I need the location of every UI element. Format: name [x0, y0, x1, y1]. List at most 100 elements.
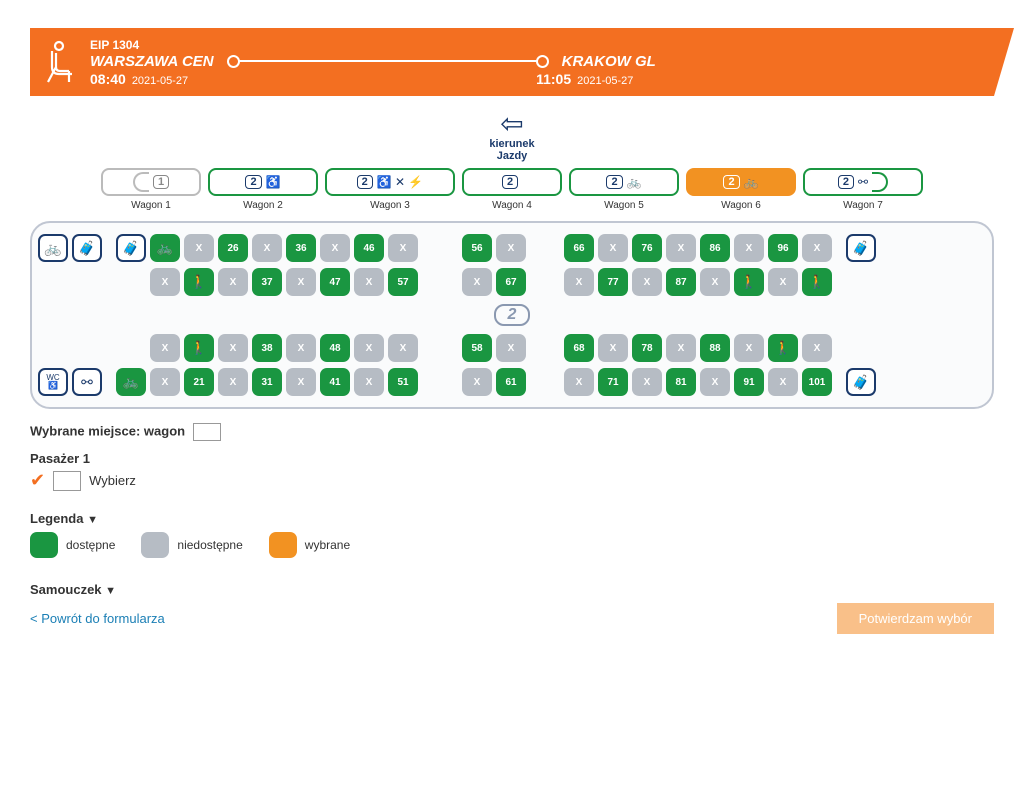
wagon-label: Wagon 5	[569, 200, 679, 211]
seat-taken: X	[320, 234, 350, 262]
route-line	[228, 60, 548, 62]
seat-taken: X	[768, 268, 798, 296]
seat-48[interactable]: 48	[320, 334, 350, 362]
wagon-tab-2[interactable]: 2♿	[208, 168, 318, 196]
coach-layout: 🚲🧳🧳🚲X26X36X46X56X66X76X86X96X🧳 X🚶X37X47X…	[30, 221, 994, 409]
feature-capsule: 🧳	[116, 234, 146, 262]
feature-capsule: WC♿	[38, 368, 68, 396]
confirm-button[interactable]: Potwierdzam wybór	[837, 603, 994, 634]
wagon-tab-5[interactable]: 2🚲	[569, 168, 679, 196]
seat-21[interactable]: 21	[184, 368, 214, 396]
seat-47[interactable]: 47	[320, 268, 350, 296]
seat-special[interactable]: 🚶	[184, 268, 214, 296]
seat-71[interactable]: 71	[598, 368, 628, 396]
wagon-label: Wagon 7	[803, 200, 923, 211]
seat-special[interactable]: 🚲	[116, 368, 146, 396]
legend-taken-swatch	[141, 532, 169, 558]
choose-label: Wybierz	[89, 473, 136, 488]
seat-taken: X	[354, 268, 384, 296]
seat-taken: X	[802, 334, 832, 362]
seat-88[interactable]: 88	[700, 334, 730, 362]
seat-87[interactable]: 87	[666, 268, 696, 296]
arrow-left-icon: ⇦	[500, 110, 523, 138]
wagon-tab-1[interactable]: 1	[101, 168, 201, 196]
seat-taken: X	[462, 368, 492, 396]
chevron-down-icon: ▼	[87, 514, 98, 526]
legend-header[interactable]: Legenda ▼	[30, 511, 994, 526]
seat-38[interactable]: 38	[252, 334, 282, 362]
seat-special[interactable]: 🚲	[150, 234, 180, 262]
seat-86[interactable]: 86	[700, 234, 730, 262]
seat-taken: X	[564, 368, 594, 396]
departure-time: 08:402021-05-27	[90, 71, 188, 87]
legend: dostępne niedostępne wybrane	[30, 532, 994, 558]
passenger-icon: ✔	[30, 470, 45, 491]
seat-91[interactable]: 91	[734, 368, 764, 396]
seat-icon	[42, 37, 82, 87]
seat-taken: X	[598, 334, 628, 362]
seat-76[interactable]: 76	[632, 234, 662, 262]
seat-taken: X	[150, 268, 180, 296]
seat-taken: X	[496, 334, 526, 362]
seat-26[interactable]: 26	[218, 234, 248, 262]
wagon-label: Wagon 2	[208, 200, 318, 211]
seat-special[interactable]: 🚶	[734, 268, 764, 296]
seat-taken: X	[802, 234, 832, 262]
journey-header: EIP 1304 WARSZAWA CEN KRAKOW GL 08:40202…	[30, 28, 994, 96]
wagon-label: Wagon 6	[686, 200, 796, 211]
seat-58[interactable]: 58	[462, 334, 492, 362]
wagon-label: Wagon 1	[101, 200, 201, 211]
seat-taken: X	[632, 268, 662, 296]
seat-51[interactable]: 51	[388, 368, 418, 396]
wagon-tab-7[interactable]: 2⚯	[803, 168, 923, 196]
seat-96[interactable]: 96	[768, 234, 798, 262]
seat-row-1: 🚲🧳🧳🚲X26X36X46X56X66X76X86X96X🧳	[38, 231, 986, 265]
seat-77[interactable]: 77	[598, 268, 628, 296]
seat-special[interactable]: 🚶	[802, 268, 832, 296]
seat-taken: X	[286, 334, 316, 362]
seat-taken: X	[700, 368, 730, 396]
back-link[interactable]: < Powrót do formularza	[30, 611, 165, 626]
wagon-picker: 12♿2♿ ✕ ⚡22🚲2🚲2⚯	[30, 168, 994, 196]
selected-seat-box	[193, 423, 221, 441]
seat-46[interactable]: 46	[354, 234, 384, 262]
wagon-tab-3[interactable]: 2♿ ✕ ⚡	[325, 168, 455, 196]
seat-taken: X	[598, 234, 628, 262]
train-number: EIP 1304	[90, 38, 994, 52]
wagon-tab-4[interactable]: 2	[462, 168, 562, 196]
feature-capsule: ⚯	[72, 368, 102, 396]
arrival-time: 11:052021-05-27	[536, 71, 633, 87]
seat-101[interactable]: 101	[802, 368, 832, 396]
seat-taken: X	[286, 368, 316, 396]
seat-taken: X	[218, 368, 248, 396]
seat-taken: X	[150, 334, 180, 362]
seat-taken: X	[462, 268, 492, 296]
seat-37[interactable]: 37	[252, 268, 282, 296]
seat-67[interactable]: 67	[496, 268, 526, 296]
seat-68[interactable]: 68	[564, 334, 594, 362]
tutorial-header[interactable]: Samouczek ▼	[30, 582, 994, 597]
feature-capsule: 🧳	[846, 368, 876, 396]
feature-capsule: 🧳	[72, 234, 102, 262]
seat-41[interactable]: 41	[320, 368, 350, 396]
wagon-tab-6[interactable]: 2🚲	[686, 168, 796, 196]
seat-taken: X	[666, 334, 696, 362]
seat-31[interactable]: 31	[252, 368, 282, 396]
seat-36[interactable]: 36	[286, 234, 316, 262]
seat-taken: X	[218, 268, 248, 296]
seat-special[interactable]: 🚶	[184, 334, 214, 362]
seat-81[interactable]: 81	[666, 368, 696, 396]
seat-57[interactable]: 57	[388, 268, 418, 296]
seat-56[interactable]: 56	[462, 234, 492, 262]
seat-taken: X	[734, 334, 764, 362]
seat-taken: X	[354, 368, 384, 396]
seat-66[interactable]: 66	[564, 234, 594, 262]
seat-taken: X	[564, 268, 594, 296]
seat-78[interactable]: 78	[632, 334, 662, 362]
seat-taken: X	[150, 368, 180, 396]
seat-taken: X	[768, 368, 798, 396]
seat-61[interactable]: 61	[496, 368, 526, 396]
passenger-seat-box[interactable]	[53, 471, 81, 491]
seat-taken: X	[184, 234, 214, 262]
seat-special[interactable]: 🚶	[768, 334, 798, 362]
